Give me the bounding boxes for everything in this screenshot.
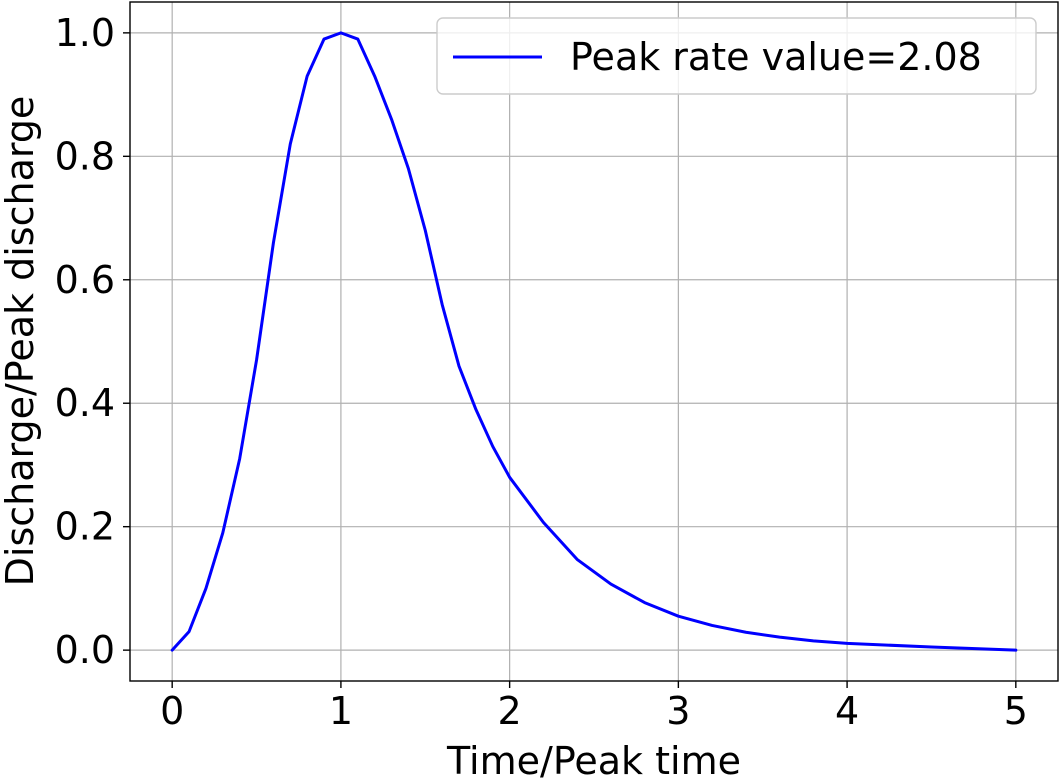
plot-frame [129,1,1059,682]
y-axis-label: Discharge/Peak discharge [0,96,42,587]
legend: Peak rate value=2.08 [436,17,1037,95]
y-tick-label: 0.2 [55,505,115,549]
grid [130,2,1058,681]
y-tick-label: 0.0 [55,628,115,672]
ticks: 0 1 2 3 4 5 0.0 0.2 0.4 0.6 0.8 1.0 [55,11,1028,733]
x-tick-label: 0 [160,689,184,733]
x-tick-label: 1 [329,689,353,733]
x-tick-label: 5 [1004,689,1028,733]
x-tick-label: 2 [498,689,522,733]
legend-entry-label: Peak rate value=2.08 [570,35,982,79]
y-tick-label: 0.8 [55,134,115,178]
x-axis-label: Time/Peak time [446,739,741,780]
x-tick-label: 3 [666,689,690,733]
y-tick-label: 0.6 [55,258,115,302]
legend-box [436,17,1037,95]
series-layer [170,31,1018,652]
y-tick-label: 0.4 [55,381,115,425]
y-tick-label: 1.0 [55,11,115,55]
x-tick-label: 4 [835,689,859,733]
series-line [170,31,1018,652]
